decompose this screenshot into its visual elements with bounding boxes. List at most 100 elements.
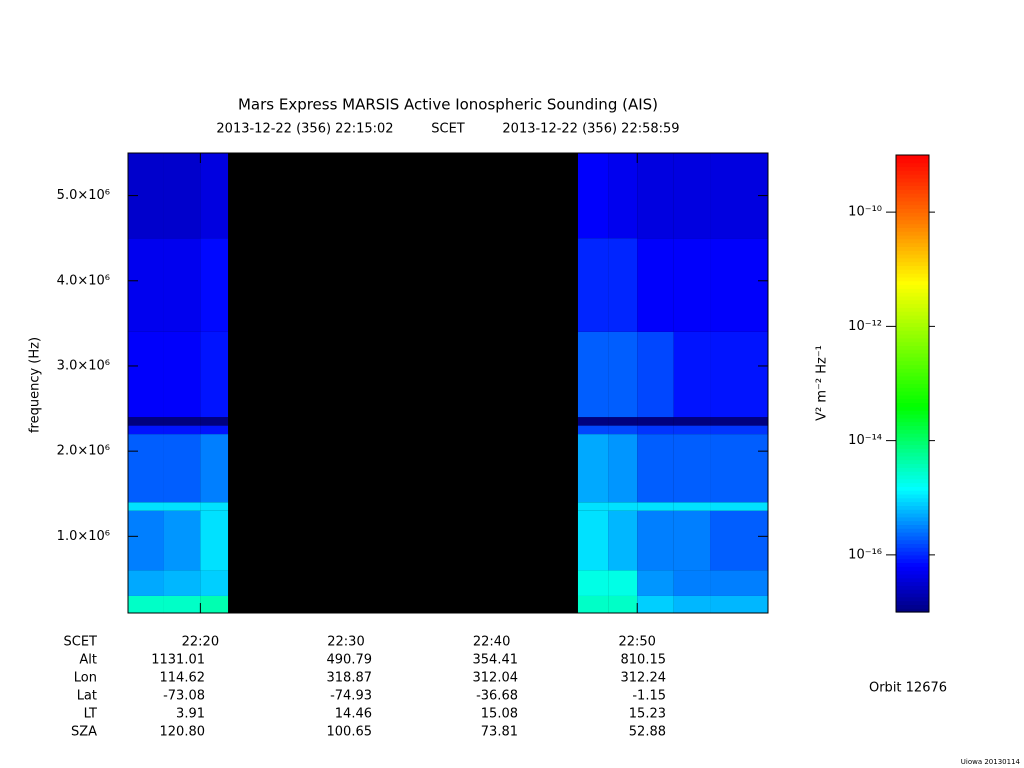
cell	[673, 595, 711, 613]
colorbar-slice	[896, 467, 929, 472]
colorbar-slice	[896, 528, 929, 533]
cell	[200, 331, 229, 418]
colorbar-slice	[896, 276, 929, 282]
cell	[710, 510, 768, 571]
colorbar-slice	[896, 189, 929, 194]
colorbar-slice	[896, 425, 929, 430]
y-tick-label: 1.0×10⁶	[57, 529, 110, 544]
colorbar-slice	[896, 292, 929, 297]
cell	[608, 425, 638, 435]
colorbar-slice	[896, 486, 929, 491]
cell	[608, 502, 638, 511]
colorbar-slice	[896, 303, 929, 308]
ephemeris-value: 312.24	[621, 671, 667, 686]
colorbar-slice	[896, 196, 929, 202]
x-tick-label: 22:30	[327, 635, 364, 650]
cell	[128, 434, 164, 503]
colorbar-slice	[896, 539, 929, 545]
ephemeris-value: 1131.01	[151, 653, 205, 668]
colorbar-slice	[896, 284, 929, 289]
cell	[128, 331, 164, 418]
colorbar	[896, 155, 929, 613]
colorbar-slice	[896, 592, 929, 598]
colorbar-slice	[896, 455, 929, 461]
colorbar-slice	[896, 577, 929, 583]
colorbar-slice	[896, 341, 929, 347]
ephemeris-label: SZA	[71, 725, 97, 740]
colorbar-slice	[896, 200, 929, 206]
colorbar-slice	[896, 261, 929, 267]
cell	[200, 502, 229, 511]
cell	[163, 570, 201, 596]
colorbar-slice	[896, 353, 929, 358]
colorbar-slice	[896, 387, 929, 392]
y-tick-label: 3.0×10⁶	[57, 358, 110, 373]
colorbar-slice	[896, 463, 929, 468]
colorbar-slice	[896, 238, 929, 244]
cell	[710, 425, 768, 435]
colorbar-slice	[896, 493, 929, 499]
cell	[673, 153, 711, 239]
cell	[577, 331, 609, 418]
colorbar-slice	[896, 596, 929, 602]
cell	[673, 417, 711, 426]
orbit: Orbit 12676	[869, 681, 947, 696]
colorbar-slice	[896, 558, 929, 564]
colorbar-slice	[896, 246, 929, 251]
colorbar-slice	[896, 330, 929, 335]
colorbar-frame	[895, 154, 930, 613]
cell	[128, 510, 164, 571]
cell	[673, 425, 711, 435]
ephemeris-value: -74.93	[330, 689, 372, 704]
cell	[673, 434, 711, 503]
chart-title: Mars Express MARSIS Active Ionospheric S…	[238, 96, 658, 114]
cell	[200, 570, 229, 596]
colorbar-slice	[896, 398, 929, 404]
cell	[637, 595, 674, 613]
cell	[577, 434, 609, 503]
cell	[163, 238, 201, 332]
colorbar-slice	[896, 231, 929, 236]
colorbar-tick-label: 10⁻¹⁴	[848, 433, 882, 448]
cell	[637, 153, 674, 239]
colorbar-slice	[896, 174, 929, 179]
colorbar-slice	[896, 364, 929, 369]
colorbar-slice	[896, 318, 929, 324]
cell	[637, 331, 674, 418]
colorbar-slice	[896, 524, 929, 529]
colorbar-slice	[896, 417, 929, 423]
colorbar-slice	[896, 429, 929, 434]
colorbar-slice	[896, 158, 929, 164]
colorbar-slice	[896, 482, 929, 487]
colorbar-slice	[896, 193, 929, 198]
colorbar-slice	[896, 307, 929, 312]
ephemeris-label: SCET	[64, 635, 98, 650]
colorbar-slice	[896, 509, 929, 514]
colorbar-slice	[896, 490, 929, 495]
colorbar-slice	[896, 402, 929, 407]
colorbar-slice	[896, 413, 929, 419]
colorbar-slice	[896, 337, 929, 343]
colorbar-slice	[896, 459, 929, 465]
cell	[577, 595, 609, 613]
cell	[637, 570, 674, 596]
cell	[200, 238, 229, 332]
cell	[200, 510, 229, 571]
colorbar-slice	[896, 280, 929, 286]
cell	[637, 434, 674, 503]
colorbar-slice	[896, 250, 929, 255]
cell	[577, 570, 609, 596]
colorbar-slice	[896, 516, 929, 522]
colorbar-slice	[896, 532, 929, 537]
colorbar-slice	[896, 520, 929, 526]
cell	[637, 425, 674, 435]
colorbar-label: V² m⁻² Hz⁻¹	[815, 345, 830, 421]
colorbar-tick-label: 10⁻¹⁰	[848, 205, 882, 220]
ephemeris-value: 490.79	[327, 653, 373, 668]
colorbar-slice	[896, 448, 929, 453]
cell	[608, 331, 638, 418]
ephemeris-label: LT	[84, 707, 97, 722]
colorbar-slice	[896, 273, 929, 278]
colorbar-slice	[896, 535, 929, 541]
